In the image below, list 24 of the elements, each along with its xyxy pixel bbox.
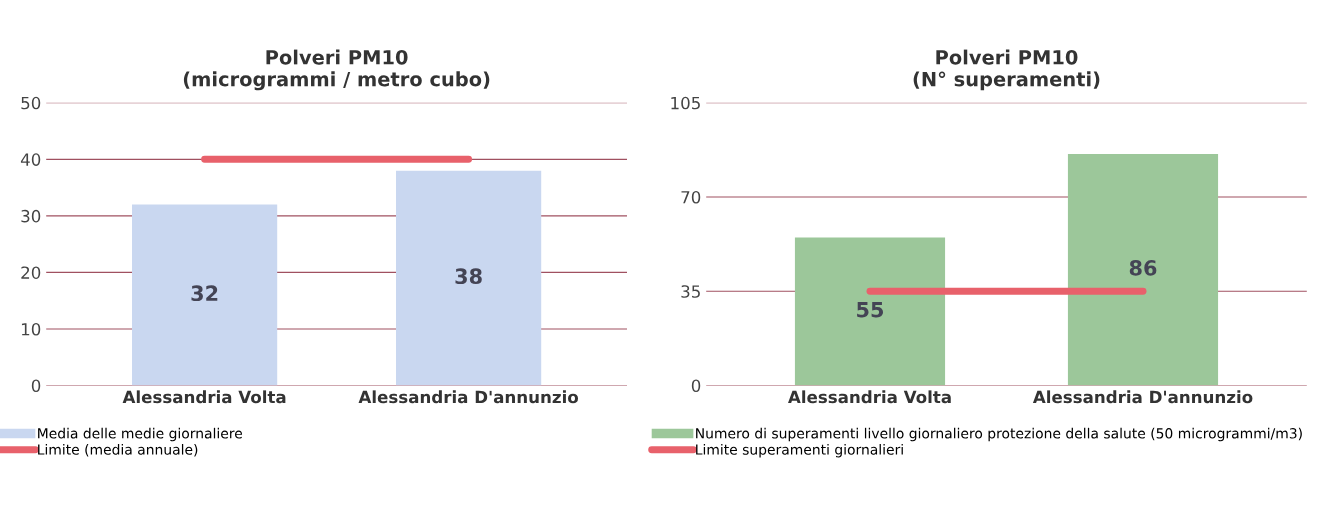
- data-label: 32: [191, 285, 218, 302]
- y-tick-label: 30: [21, 209, 41, 223]
- data-label: 38: [455, 268, 482, 285]
- y-tick-label: 40: [20, 153, 41, 166]
- y-tick-label: 105: [671, 96, 700, 110]
- y-tick-label: 20: [21, 266, 41, 279]
- y-tick-label: 70: [681, 191, 701, 204]
- legend-label: Limite (media annuale): [38, 444, 198, 457]
- y-tick-label: 35: [681, 285, 700, 298]
- y-tick-label: 10: [21, 322, 41, 336]
- data-label: 55: [857, 302, 884, 318]
- chart-title: Polveri PM10 (N° superamenti): [913, 49, 1100, 91]
- chart-title: Polveri PM10 (microgrammi / metro cubo): [183, 49, 490, 91]
- y-tick-label: 50: [21, 96, 41, 110]
- x-tick-label: Alessandria Volta: [788, 390, 951, 404]
- data-label: 86: [1129, 260, 1157, 276]
- y-tick-label: 0: [31, 379, 41, 393]
- legend-label: Limite superamenti giornalieri: [696, 444, 903, 458]
- x-tick-label: Alessandria Volta: [122, 390, 286, 404]
- x-tick-label: Alessandria D'annunzio: [358, 390, 579, 404]
- y-tick-label: 0: [691, 379, 701, 393]
- legend-label: Numero di superamenti livello giornaliero protezione della salute (50 microgrammi/m3): [696, 427, 1302, 442]
- legend-label: Media delle medie giornaliere: [38, 427, 243, 442]
- x-tick-label: Alessandria D'annunzio: [1032, 390, 1253, 404]
